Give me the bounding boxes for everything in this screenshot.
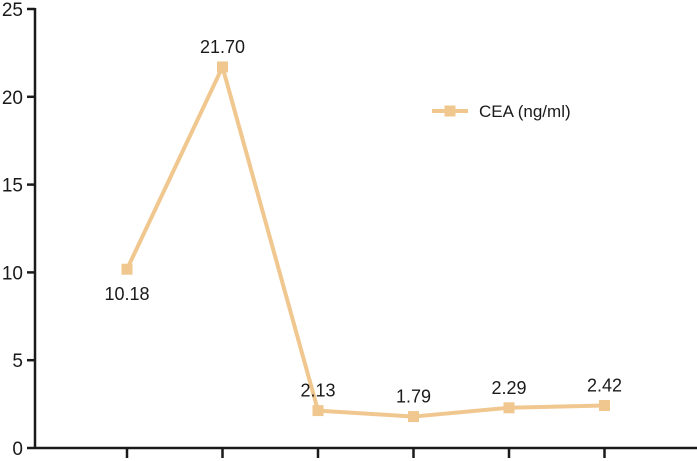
legend-label: CEA (ng/ml) <box>479 102 571 121</box>
data-point-marker <box>217 61 228 73</box>
data-label: 1.79 <box>396 387 431 407</box>
y-tick-label: 15 <box>2 176 23 197</box>
legend-marker <box>444 105 456 117</box>
data-point-marker <box>503 402 515 414</box>
y-tick-label: 20 <box>2 88 23 109</box>
y-tick-label: 25 <box>2 0 23 21</box>
series-line-cea <box>125 64 605 419</box>
data-label: 2.42 <box>587 376 622 396</box>
y-tick-label: 10 <box>2 263 23 284</box>
data-point-marker <box>408 411 419 423</box>
y-tick-label: 5 <box>12 351 23 372</box>
legend: CEA (ng/ml) <box>432 102 571 121</box>
data-point-marker <box>599 400 610 412</box>
data-label: 2.13 <box>300 381 335 401</box>
data-label: 10.18 <box>104 284 149 304</box>
series-layer <box>121 61 610 423</box>
data-labels: 10.18 21.70 2.13 1.79 2.29 2.42 <box>104 37 622 407</box>
y-tick-label: 0 <box>12 439 23 460</box>
data-label: 2.29 <box>491 378 526 398</box>
data-label: 21.70 <box>200 37 245 57</box>
data-point-marker <box>121 263 133 275</box>
data-point-marker <box>312 405 324 417</box>
